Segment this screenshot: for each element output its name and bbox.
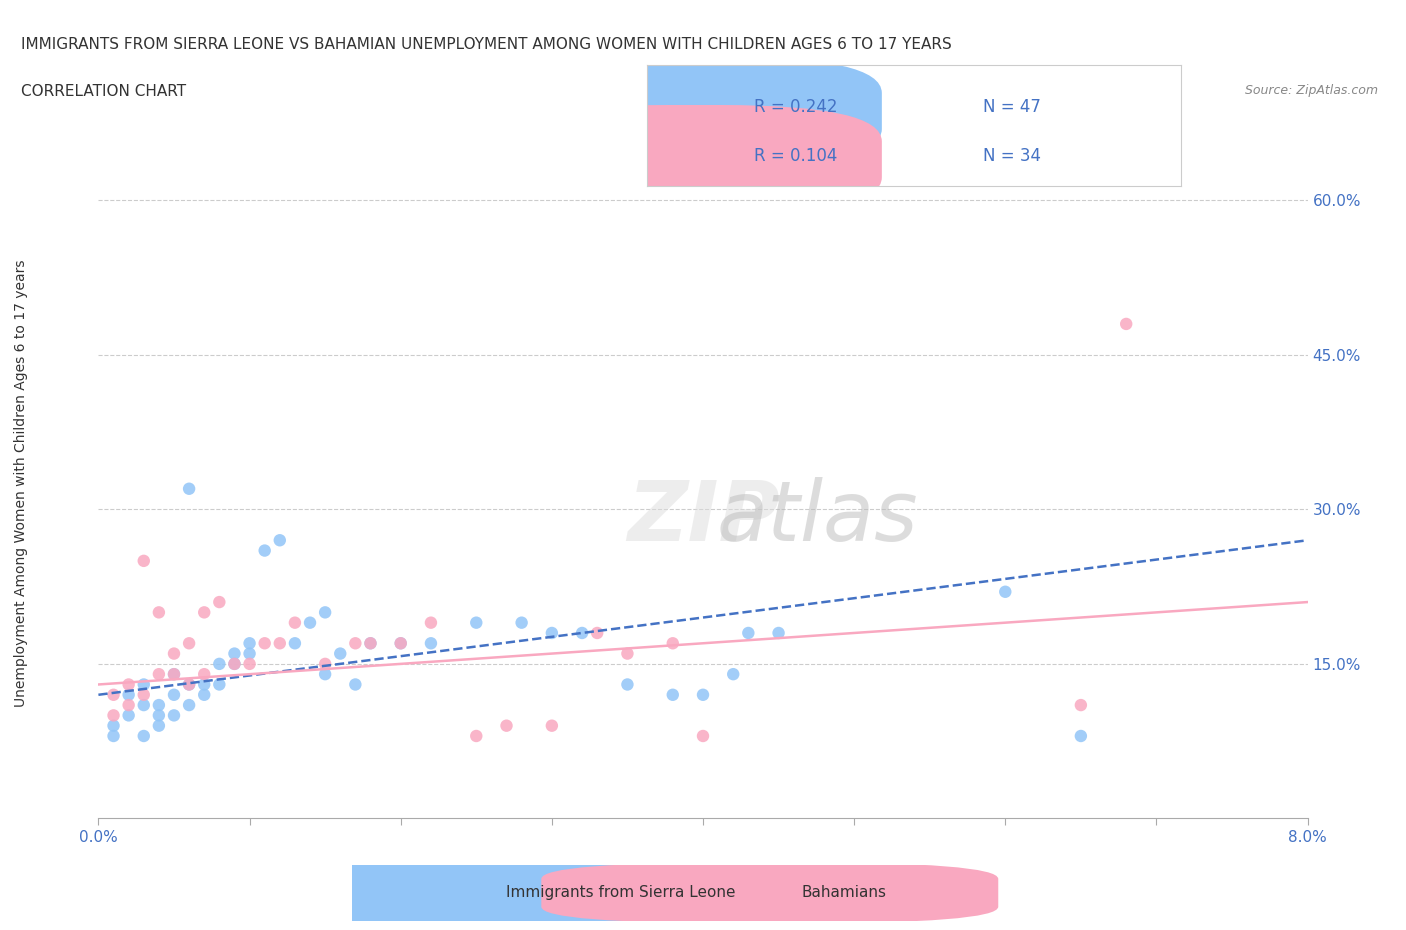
Point [1115,316,1137,331]
Point [163,667,186,682]
Point [284,616,307,631]
Point [163,708,186,723]
Point [239,657,262,671]
Point [662,636,685,651]
FancyBboxPatch shape [508,105,882,214]
Point [692,728,714,743]
Point [193,687,215,702]
Point [253,636,276,651]
Point [118,708,141,723]
Point [360,636,382,651]
Point [314,667,336,682]
Point [768,626,790,641]
Text: Immigrants from Sierra Leone: Immigrants from Sierra Leone [506,885,735,900]
Point [193,667,215,682]
Point [344,677,367,692]
Point [179,677,201,692]
Text: Bahamians: Bahamians [801,885,886,900]
Point [344,636,367,651]
FancyBboxPatch shape [246,862,703,923]
Point [616,677,638,692]
Point [193,604,215,619]
Point [163,667,186,682]
Text: Source: ZipAtlas.com: Source: ZipAtlas.com [1244,84,1378,97]
Point [148,698,170,712]
Point [465,616,488,631]
Point [994,584,1017,599]
Text: atlas: atlas [717,476,918,558]
Point [723,667,745,682]
Point [103,687,125,702]
Point [208,594,231,609]
Point [148,604,170,619]
Point [224,646,246,661]
Point [284,636,307,651]
Point [148,708,170,723]
Point [193,677,215,692]
Text: ZIP: ZIP [627,476,779,558]
Point [103,728,125,743]
Point [662,687,685,702]
Point [239,646,262,661]
Point [239,636,262,651]
Point [314,657,336,671]
Point [541,718,564,733]
Point [132,687,155,702]
Point [329,646,352,661]
Point [132,553,155,568]
Point [163,646,186,661]
Point [360,636,382,651]
Point [1070,728,1092,743]
Point [132,728,155,743]
Point [616,646,638,661]
Text: R = 0.242: R = 0.242 [754,99,837,116]
FancyBboxPatch shape [508,57,882,166]
Point [269,533,291,548]
Point [118,677,141,692]
Point [103,708,125,723]
Point [269,636,291,651]
Point [571,626,593,641]
Text: CORRELATION CHART: CORRELATION CHART [21,84,186,99]
Point [299,616,322,631]
Point [314,604,336,619]
Point [224,657,246,671]
Point [179,482,201,497]
Point [118,698,141,712]
Point [737,626,759,641]
Point [224,657,246,671]
Point [495,718,517,733]
Point [541,626,564,641]
Point [510,616,533,631]
Text: N = 47: N = 47 [983,99,1042,116]
Point [465,728,488,743]
Point [163,687,186,702]
Point [179,636,201,651]
Point [179,677,201,692]
Point [586,626,609,641]
Point [148,667,170,682]
Point [179,698,201,712]
Point [1070,698,1092,712]
Point [208,657,231,671]
Text: R = 0.104: R = 0.104 [754,147,837,165]
Point [132,698,155,712]
Point [420,636,443,651]
Text: N = 34: N = 34 [983,147,1042,165]
Point [420,616,443,631]
Text: IMMIGRANTS FROM SIERRA LEONE VS BAHAMIAN UNEMPLOYMENT AMONG WOMEN WITH CHILDREN : IMMIGRANTS FROM SIERRA LEONE VS BAHAMIAN… [21,37,952,52]
Point [208,677,231,692]
Point [389,636,412,651]
Point [118,687,141,702]
Point [148,718,170,733]
FancyBboxPatch shape [541,862,998,923]
Text: Unemployment Among Women with Children Ages 6 to 17 years: Unemployment Among Women with Children A… [14,259,28,708]
Point [692,687,714,702]
Point [253,543,276,558]
Point [132,677,155,692]
Point [103,718,125,733]
Point [389,636,412,651]
